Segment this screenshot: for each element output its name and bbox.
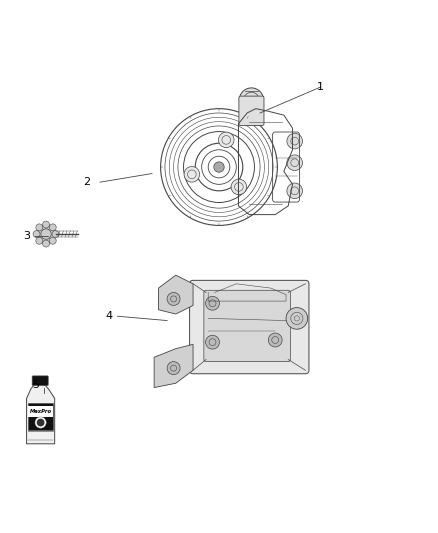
Circle shape — [36, 224, 43, 231]
Circle shape — [231, 179, 247, 195]
Bar — [28, 406, 53, 417]
Text: 4: 4 — [105, 311, 112, 321]
Circle shape — [33, 231, 40, 238]
Circle shape — [268, 333, 282, 347]
Circle shape — [214, 162, 224, 172]
Text: 5: 5 — [32, 381, 39, 390]
Circle shape — [36, 237, 43, 244]
FancyBboxPatch shape — [190, 280, 309, 374]
Circle shape — [49, 237, 56, 244]
Circle shape — [167, 361, 180, 375]
Polygon shape — [154, 344, 193, 387]
Polygon shape — [159, 275, 193, 314]
Circle shape — [205, 296, 219, 310]
Circle shape — [52, 231, 59, 238]
Circle shape — [184, 166, 200, 182]
Circle shape — [205, 335, 219, 349]
Circle shape — [239, 88, 264, 112]
Circle shape — [36, 224, 56, 244]
FancyBboxPatch shape — [32, 376, 48, 385]
Circle shape — [35, 417, 46, 428]
Circle shape — [219, 132, 234, 148]
FancyBboxPatch shape — [239, 96, 264, 126]
Text: 3: 3 — [23, 231, 30, 241]
Bar — [28, 403, 53, 430]
Circle shape — [167, 293, 180, 305]
Circle shape — [286, 308, 307, 329]
Circle shape — [37, 418, 45, 426]
Circle shape — [42, 221, 49, 228]
Circle shape — [287, 133, 303, 149]
Circle shape — [287, 183, 303, 199]
FancyBboxPatch shape — [204, 290, 290, 361]
Polygon shape — [27, 384, 55, 444]
Circle shape — [42, 240, 49, 247]
Circle shape — [287, 155, 303, 171]
Text: MaxPro: MaxPro — [29, 409, 52, 414]
Circle shape — [49, 224, 56, 231]
Text: 2: 2 — [84, 177, 91, 187]
Text: 1: 1 — [317, 82, 324, 92]
